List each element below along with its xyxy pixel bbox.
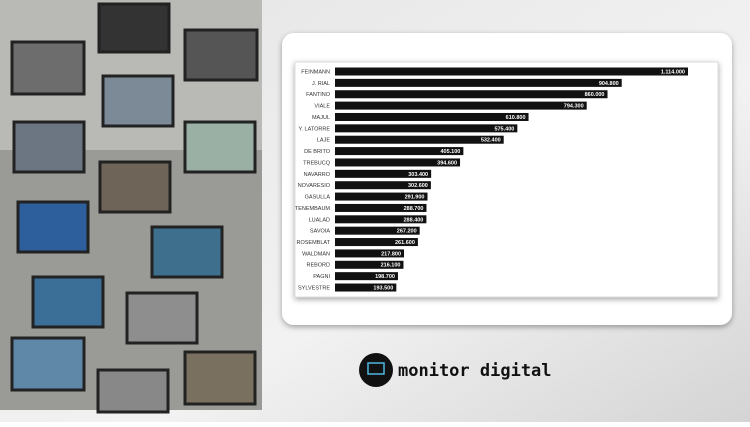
value-label: 217.800 bbox=[381, 251, 401, 257]
value-label: 198.700 bbox=[375, 274, 395, 280]
category-label: LUALAD bbox=[309, 217, 330, 223]
category-label: PAGNI bbox=[313, 274, 330, 280]
bar bbox=[335, 226, 420, 235]
bar bbox=[335, 101, 587, 110]
bar bbox=[335, 135, 504, 144]
photo-collage bbox=[0, 0, 262, 414]
category-label: Y. LATORRE bbox=[299, 126, 331, 132]
value-label: 267.200 bbox=[397, 229, 417, 235]
category-label: NAVARRO bbox=[304, 172, 331, 178]
bar bbox=[335, 249, 405, 258]
value-label: 394.600 bbox=[437, 160, 457, 166]
bar bbox=[335, 158, 461, 167]
value-label: 860.000 bbox=[585, 92, 605, 98]
category-label: REBORD bbox=[306, 263, 330, 269]
category-label: TENEMBAUM bbox=[295, 206, 331, 212]
value-label: 288.700 bbox=[404, 206, 424, 212]
category-label: SYLVESTRE bbox=[298, 285, 330, 291]
category-label: VIALE bbox=[314, 104, 330, 110]
category-label: ROSEMBLAT bbox=[296, 240, 330, 246]
value-label: 794.300 bbox=[564, 104, 584, 110]
category-label: LAJE bbox=[317, 138, 330, 144]
bar bbox=[335, 90, 608, 99]
category-label: NOVARESIO bbox=[298, 183, 331, 189]
bar bbox=[335, 272, 398, 281]
bar bbox=[335, 124, 518, 133]
value-label: 303.400 bbox=[408, 172, 428, 178]
category-label: WALDMAN bbox=[302, 251, 330, 257]
value-label: 532.400 bbox=[481, 138, 501, 144]
value-label: 575.400 bbox=[494, 126, 514, 132]
chart-panel bbox=[294, 61, 719, 298]
category-label: GASULLA bbox=[305, 195, 331, 201]
value-label: 302.600 bbox=[408, 183, 428, 189]
bar bbox=[335, 181, 431, 190]
bar bbox=[335, 260, 404, 269]
value-label: 288.400 bbox=[403, 217, 423, 223]
bar bbox=[335, 238, 418, 247]
category-label: FANTINO bbox=[306, 92, 331, 98]
bar bbox=[335, 112, 529, 121]
bar bbox=[335, 169, 432, 178]
bar-chart: FEINMANN 1.114.000 J. RIAL 904.800 FANTINO 86… bbox=[295, 67, 688, 292]
value-label: 216.100 bbox=[381, 263, 401, 269]
category-label: SAVOIA bbox=[310, 229, 330, 235]
value-label: 193.500 bbox=[373, 285, 393, 291]
category-label: TREBUCQ bbox=[303, 160, 331, 166]
bar bbox=[335, 283, 397, 292]
value-label: 1.114.000 bbox=[661, 69, 685, 75]
value-label: 904.800 bbox=[599, 81, 619, 87]
bar bbox=[335, 215, 427, 224]
logo-monitor bbox=[367, 362, 385, 375]
value-label: 291.900 bbox=[405, 195, 425, 201]
bar bbox=[335, 203, 427, 212]
category-label: FEINMANN bbox=[301, 69, 330, 75]
bar bbox=[335, 78, 622, 87]
category-label: J. RIAL bbox=[312, 81, 330, 87]
brand: monitor digital bbox=[398, 361, 552, 381]
value-label: 261.600 bbox=[395, 240, 415, 246]
bar bbox=[335, 67, 688, 76]
value-label: 610.800 bbox=[506, 115, 526, 121]
category-label: DE BRITO bbox=[304, 149, 331, 155]
bar bbox=[335, 147, 464, 156]
logo-icon bbox=[359, 353, 393, 387]
bar bbox=[335, 192, 428, 201]
category-label: MAJUL bbox=[312, 115, 330, 121]
value-label: 405.100 bbox=[440, 149, 460, 155]
